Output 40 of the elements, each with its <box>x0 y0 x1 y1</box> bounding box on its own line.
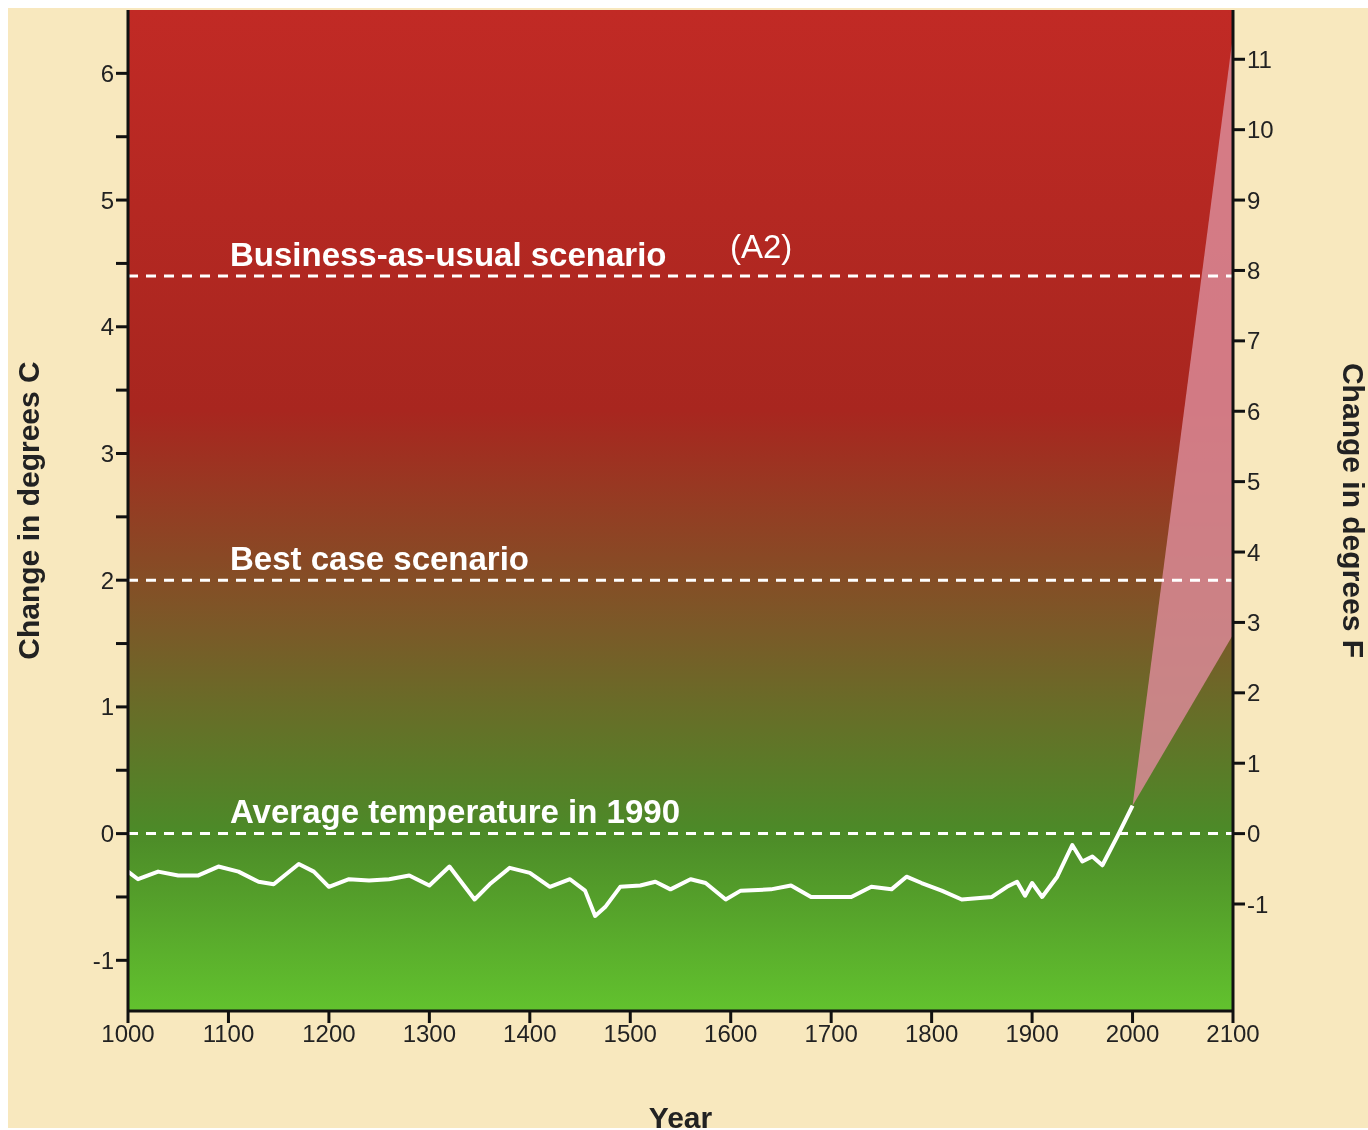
y2-tick-label: 11 <box>1247 45 1272 73</box>
x-tick-label: 1900 <box>1005 1020 1059 1048</box>
y-tick-label: -1 <box>92 946 114 974</box>
y2-tick-label: 10 <box>1247 116 1274 144</box>
annotation: (A2) <box>730 228 793 266</box>
x-tick-label: 2000 <box>1105 1020 1160 1048</box>
y-tick-label: 3 <box>100 440 114 467</box>
x-tick-label: 1500 <box>603 1020 657 1048</box>
y-tick-label: 1 <box>100 693 114 721</box>
y2-tick-label: 2 <box>1247 679 1261 707</box>
y-tick-label: 2 <box>100 566 114 594</box>
y2-tick-label: 4 <box>1247 538 1261 566</box>
y-tick-label: 6 <box>100 59 114 87</box>
y2-tick-label: 3 <box>1247 608 1261 636</box>
ref-line-label: Best case scenario <box>230 539 530 577</box>
y-tick-label: 0 <box>100 820 114 848</box>
x-tick-label: 1300 <box>402 1020 457 1048</box>
x-tick-label: 1600 <box>704 1020 758 1048</box>
x-tick-label: 1100 <box>202 1020 255 1048</box>
x-tick-label: 1400 <box>503 1020 557 1048</box>
y2-tick-label: -1 <box>1247 890 1269 918</box>
y2-tick-label: 0 <box>1247 820 1261 848</box>
y-axis-title: Change in degrees C <box>11 361 45 660</box>
y2-axis-title: Change in degrees F <box>1337 362 1368 659</box>
x-tick-label: 1700 <box>804 1020 858 1048</box>
ref-line-label: Business-as-usual scenario <box>230 235 667 273</box>
y2-tick-label: 5 <box>1247 468 1261 496</box>
y2-tick-label: 8 <box>1247 256 1261 284</box>
x-tick-label: 1000 <box>101 1020 155 1048</box>
x-axis-title: Year <box>648 1101 713 1130</box>
y-tick-label: 4 <box>100 313 114 341</box>
x-tick-label: 1200 <box>302 1020 356 1048</box>
ref-line-label: Average temperature in 1990 <box>230 793 680 831</box>
y2-tick-label: 9 <box>1247 186 1261 214</box>
x-tick-label: 1800 <box>904 1020 959 1048</box>
y2-tick-label: 6 <box>1247 397 1261 425</box>
y2-tick-label: 1 <box>1247 749 1261 777</box>
y2-tick-label: 7 <box>1247 327 1261 355</box>
y-tick-label: 5 <box>100 186 114 214</box>
x-tick-label: 2100 <box>1206 1020 1260 1048</box>
